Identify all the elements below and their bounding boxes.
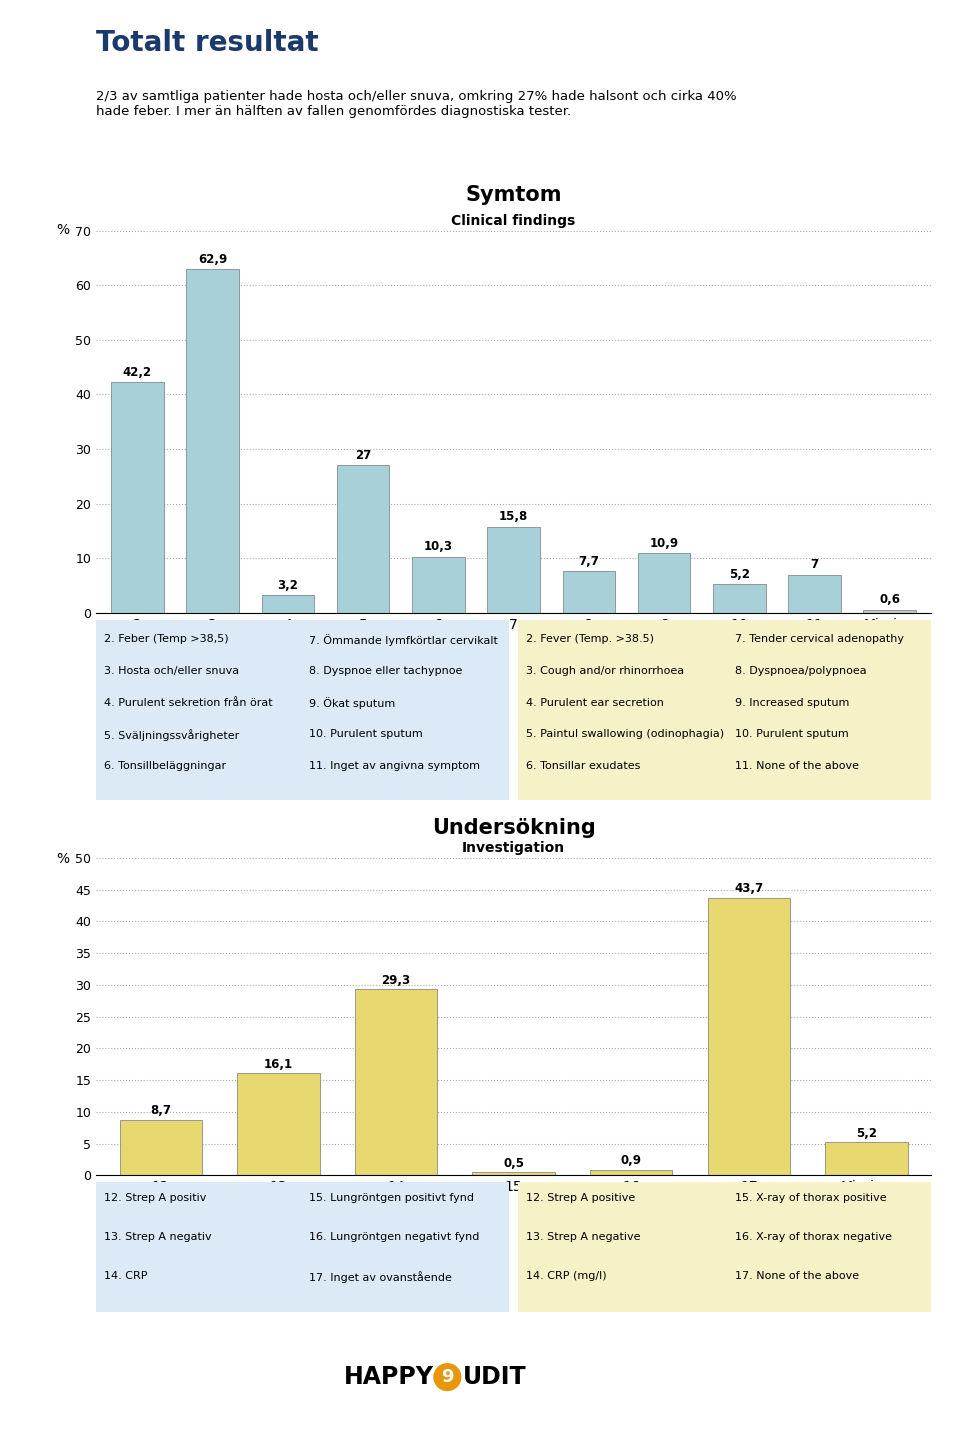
Text: 6. Tonsillbeläggningar: 6. Tonsillbeläggningar [105,761,227,770]
Title: Clinical findings: Clinical findings [451,215,576,228]
Text: 2/3 av samtliga patienter hade hosta och/eller snuva, omkring 27% hade halsont o: 2/3 av samtliga patienter hade hosta och… [96,91,736,118]
Text: 9. Ökat sputum: 9. Ökat sputum [309,698,396,709]
Bar [708,898,790,1175]
Text: 9. Increased sputum: 9. Increased sputum [735,698,850,708]
Y-axis label: %: % [56,852,69,865]
Text: 12. Strep A positiv: 12. Strep A positiv [105,1193,206,1203]
Text: UDIT: UDIT [463,1366,526,1389]
Text: 5,2: 5,2 [856,1126,877,1139]
Bar [96,1182,510,1312]
Bar [563,571,615,613]
Text: 29,3: 29,3 [381,973,411,986]
Text: 0,9: 0,9 [621,1154,641,1167]
Text: 43,7: 43,7 [734,883,763,895]
Bar [826,1142,907,1175]
Text: 8,7: 8,7 [150,1105,171,1118]
Text: Totalt resultat: Totalt resultat [96,29,319,56]
Bar [590,1169,672,1175]
Text: 4. Purulent ear secretion: 4. Purulent ear secretion [526,698,664,708]
Bar [111,382,164,613]
Text: 2. Feber (Temp >38,5): 2. Feber (Temp >38,5) [105,634,229,645]
Bar [237,1073,320,1175]
Text: 16. Lungröntgen negativt fynd: 16. Lungröntgen negativt fynd [309,1231,479,1242]
Text: HAPPY: HAPPY [344,1366,434,1389]
Text: 7,7: 7,7 [579,555,599,568]
Text: Symtom: Symtom [466,185,562,205]
Text: 15. Lungröntgen positivt fynd: 15. Lungröntgen positivt fynd [309,1193,474,1203]
Bar [488,526,540,613]
Text: 3. Hosta och/eller snuva: 3. Hosta och/eller snuva [105,666,239,676]
Text: 9: 9 [441,1368,454,1386]
Title: Investigation: Investigation [462,842,565,855]
Text: 42,2: 42,2 [123,366,152,379]
Bar [261,596,314,613]
Text: 3,2: 3,2 [277,580,299,593]
Text: 8. Dyspnoe eller tachypnoe: 8. Dyspnoe eller tachypnoe [309,666,463,676]
Text: 16,1: 16,1 [264,1057,293,1070]
Text: 7. Tender cervical adenopathy: 7. Tender cervical adenopathy [735,634,904,645]
Text: 5. Sväljningssvårigheter: 5. Sväljningssvårigheter [105,730,240,741]
Bar [713,584,766,613]
Text: 12. Strep A positive: 12. Strep A positive [526,1193,636,1203]
Text: 13. Strep A negative: 13. Strep A negative [526,1231,640,1242]
Bar [788,575,841,613]
Bar [120,1120,202,1175]
Text: 6. Tonsillar exudates: 6. Tonsillar exudates [526,761,640,770]
Text: 15,8: 15,8 [499,510,528,523]
Text: 11. Inget av angivna symptom: 11. Inget av angivna symptom [309,761,480,770]
Text: 16. X-ray of thorax negative: 16. X-ray of thorax negative [735,1231,892,1242]
Text: 14. CRP: 14. CRP [105,1270,148,1280]
Text: 7: 7 [810,558,819,571]
Text: 0,6: 0,6 [879,593,900,606]
Text: 11. None of the above: 11. None of the above [735,761,859,770]
Bar [472,1172,555,1175]
Text: 5. Paintul swallowing (odinophagia): 5. Paintul swallowing (odinophagia) [526,730,724,740]
Y-axis label: %: % [56,224,69,236]
Text: 10,9: 10,9 [650,536,679,549]
Bar [337,466,390,613]
Text: 10. Purulent sputum: 10. Purulent sputum [309,730,422,740]
Bar [863,610,916,613]
Text: 7. Ömmande lymfkörtlar cervikalt: 7. Ömmande lymfkörtlar cervikalt [309,634,498,646]
Text: 17. Inget av ovanstående: 17. Inget av ovanstående [309,1270,452,1282]
Bar [517,620,931,800]
Bar [517,1182,931,1312]
Text: 27: 27 [355,448,372,463]
Text: Undersökning: Undersökning [432,819,595,838]
Text: 3. Cough and/or rhinorrhoea: 3. Cough and/or rhinorrhoea [526,666,684,676]
Text: 10. Purulent sputum: 10. Purulent sputum [735,730,849,740]
Bar [637,554,690,613]
Bar [412,557,465,613]
Bar [186,270,239,613]
Bar [96,620,510,800]
Text: 10,3: 10,3 [424,541,453,554]
Text: 17. None of the above: 17. None of the above [735,1270,859,1280]
Text: 2. Fever (Temp. >38.5): 2. Fever (Temp. >38.5) [526,634,654,645]
Text: 15. X-ray of thorax positive: 15. X-ray of thorax positive [735,1193,886,1203]
Text: 0,5: 0,5 [503,1156,524,1169]
Text: 62,9: 62,9 [198,254,228,267]
Text: 8. Dyspnoea/polypnoea: 8. Dyspnoea/polypnoea [735,666,867,676]
Text: 13. Strep A negativ: 13. Strep A negativ [105,1231,212,1242]
Text: 5,2: 5,2 [729,568,750,581]
Text: 14. CRP (mg/l): 14. CRP (mg/l) [526,1270,607,1280]
Bar [355,989,437,1175]
Text: 4. Purulent sekretion från örat: 4. Purulent sekretion från örat [105,698,273,708]
